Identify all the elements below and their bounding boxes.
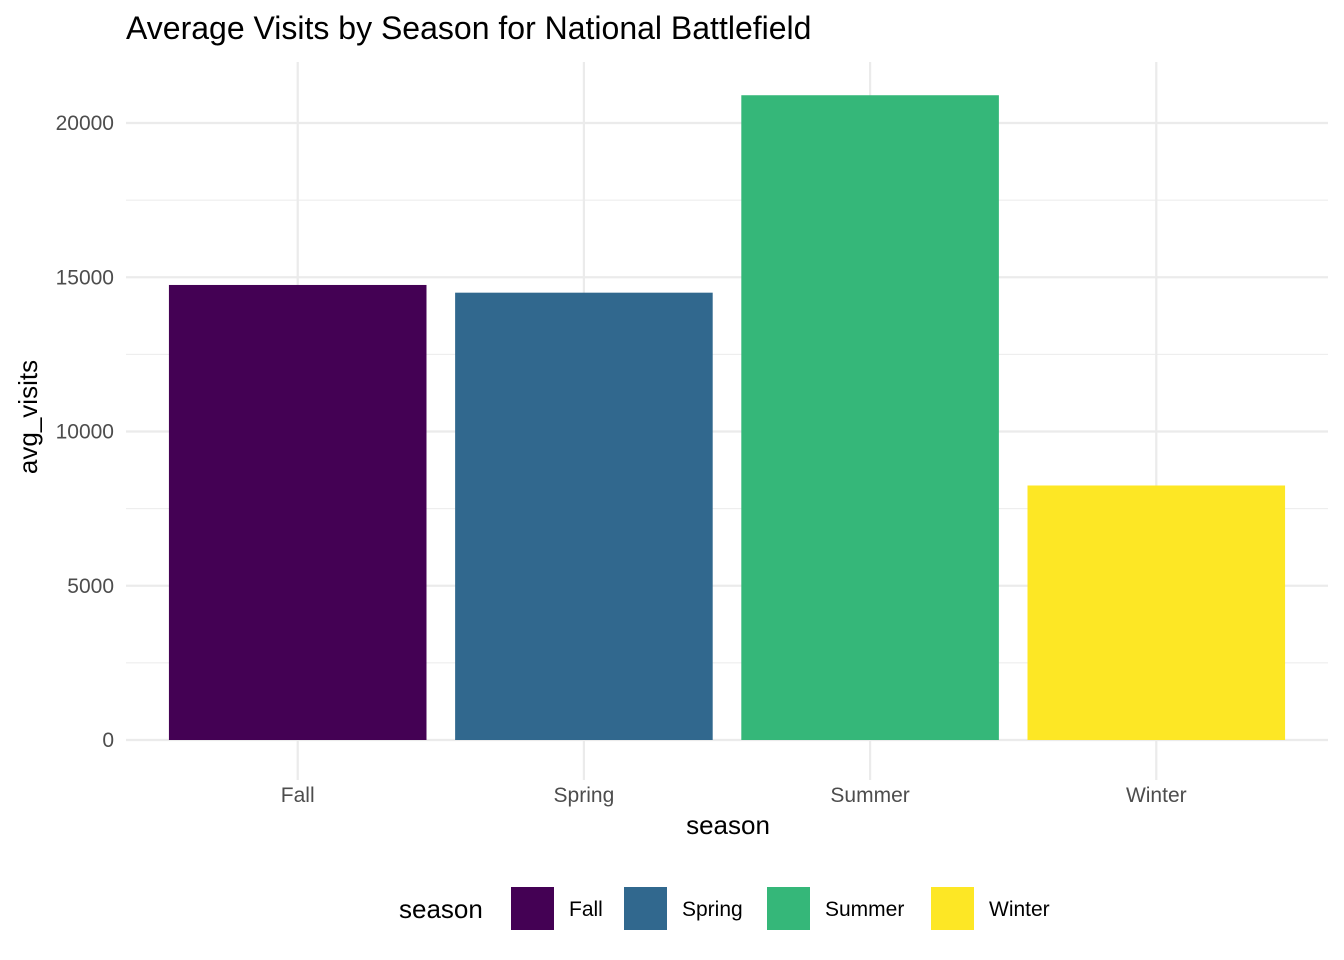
x-tick-label: Summer xyxy=(830,784,909,807)
legend: season Fall Spring Summer Winter xyxy=(399,887,1050,930)
bar-winter xyxy=(1027,485,1286,740)
x-axis-title: season xyxy=(686,810,770,840)
legend-key-winter xyxy=(931,887,974,930)
legend-key-spring xyxy=(624,887,667,930)
legend-key-summer xyxy=(767,887,810,930)
legend-label-winter: Winter xyxy=(989,898,1050,921)
x-tick-label: Spring xyxy=(554,784,615,807)
x-axis-ticks: Fall Spring Summer Winter xyxy=(281,784,1187,807)
bar-summer xyxy=(741,95,999,741)
x-tick-label: Winter xyxy=(1126,784,1187,807)
y-tick-label: 20000 xyxy=(56,112,114,135)
y-tick-label: 10000 xyxy=(56,421,114,444)
legend-label-summer: Summer xyxy=(825,898,904,921)
legend-key-fall xyxy=(511,887,554,930)
x-tick-label: Fall xyxy=(281,784,315,807)
chart-title: Average Visits by Season for National Ba… xyxy=(126,10,811,46)
legend-label-spring: Spring xyxy=(682,898,743,921)
y-tick-label: 5000 xyxy=(67,575,114,598)
y-tick-label: 15000 xyxy=(56,266,114,289)
bars xyxy=(168,95,1286,741)
legend-label-fall: Fall xyxy=(569,898,603,921)
legend-title: season xyxy=(399,894,483,924)
bar-spring xyxy=(455,292,713,740)
y-axis-title: avg_visits xyxy=(13,360,43,474)
y-tick-label: 0 xyxy=(102,729,114,752)
bar-fall xyxy=(168,284,427,740)
y-axis-ticks: 0 5000 10000 15000 20000 xyxy=(56,112,114,752)
